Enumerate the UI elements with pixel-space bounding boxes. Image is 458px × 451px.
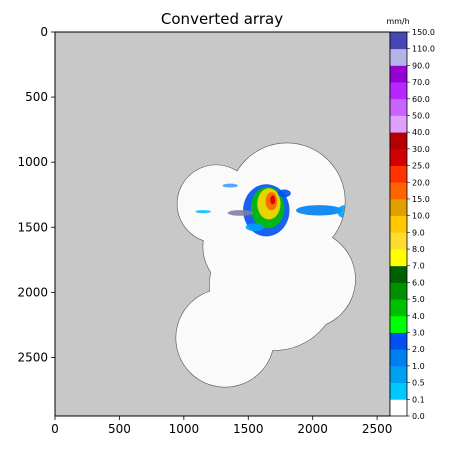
colorbar-unit-label: mm/h — [386, 17, 409, 26]
x-axis: 0 500 1000 1500 2000 2500 — [51, 416, 392, 436]
colorbar-tick-label: 10.0 — [412, 212, 430, 221]
precip-cell — [270, 195, 276, 205]
colorbar-swatch — [390, 365, 407, 384]
x-tick-label: 0 — [51, 422, 59, 436]
colorbar-swatch — [390, 148, 407, 166]
colorbar-tick-label: 9.0 — [412, 228, 425, 237]
colorbar-swatch — [390, 82, 407, 100]
precip-cell — [245, 223, 264, 232]
colorbar-frame — [389, 31, 408, 417]
precip-cell — [227, 210, 254, 216]
colorbar-tick-label: 0.0 — [412, 412, 425, 421]
plot-area — [54, 31, 391, 417]
colorbar-tick-label: 90.0 — [412, 61, 430, 70]
colorbar-swatch — [390, 349, 407, 367]
precip-layer — [195, 183, 353, 237]
y-tick-label: 1000 — [17, 155, 48, 169]
colorbar-tick-label: 4.0 — [412, 312, 425, 321]
y-axis: 0 500 1000 1500 2000 2500 — [17, 25, 55, 364]
precip-cell — [195, 210, 211, 214]
colorbar-tick-label: 6.0 — [412, 278, 425, 287]
colorbar-tick-label: 5.0 — [412, 295, 425, 304]
coverage-circle — [176, 288, 275, 387]
colorbar-tick-label: 50.0 — [412, 111, 430, 120]
colorbar-tick-label: 40.0 — [412, 128, 430, 137]
y-tick-label: 500 — [25, 90, 48, 104]
colorbar: mm/h 0.0 0.1 0.5 1.0 2.0 3.0 4.0 5.0 6.0 7.0 8.0 9.… — [386, 17, 435, 421]
colorbar-tick-label: 0.1 — [412, 395, 425, 404]
colorbar-swatch — [390, 315, 407, 333]
x-tick-label: 2000 — [297, 422, 328, 436]
colorbar-tick-label: 110.0 — [412, 45, 435, 54]
x-tick-label: 500 — [108, 422, 131, 436]
y-tick-label: 1500 — [17, 220, 48, 234]
colorbar-tick-label: 3.0 — [412, 329, 425, 338]
colorbar-swatch — [390, 182, 407, 200]
colorbar-tick-label: 60.0 — [412, 95, 430, 104]
x-tick-label: 1500 — [233, 422, 264, 436]
colorbar-swatch — [390, 48, 407, 66]
colorbar-tick-label: 25.0 — [412, 162, 430, 171]
colorbar-tick-label: 2.0 — [412, 345, 425, 354]
precip-cell — [295, 205, 343, 216]
y-tick-label: 2000 — [17, 285, 48, 299]
x-tick-label: 2500 — [362, 422, 393, 436]
colorbar-tick-label: 0.5 — [412, 379, 425, 388]
colorbar-swatch — [390, 249, 407, 267]
colorbar-swatch — [390, 98, 407, 116]
colorbar-swatch — [390, 332, 407, 350]
colorbar-swatch — [390, 399, 407, 417]
colorbar-tick-label: 15.0 — [412, 195, 430, 204]
chart-title: Converted array — [161, 10, 283, 28]
colorbar-swatch — [390, 299, 407, 317]
colorbar-tick-label: 70.0 — [412, 78, 430, 87]
colorbar-swatch — [390, 382, 407, 400]
colorbar-swatch — [390, 65, 407, 83]
colorbar-swatch — [390, 32, 407, 50]
colorbar-swatch — [390, 215, 407, 233]
colorbar-tick-label: 30.0 — [412, 145, 430, 154]
colorbar-swatch — [390, 132, 407, 150]
colorbar-swatch — [390, 198, 407, 217]
colorbar-tick-label: 1.0 — [412, 362, 425, 371]
colorbar-swatch — [390, 165, 407, 183]
colorbar-swatch — [390, 232, 407, 250]
colorbar-tick-label: 150.0 — [412, 28, 435, 37]
precip-cell — [277, 189, 291, 198]
y-tick-label: 2500 — [17, 350, 48, 364]
colorbar-swatch — [390, 265, 407, 283]
y-tick-label: 0 — [40, 25, 48, 39]
colorbar-tick-label: 20.0 — [412, 178, 430, 187]
colorbar-tick-label: 7.0 — [412, 262, 425, 271]
colorbar-swatch — [390, 115, 407, 133]
precip-cell — [222, 183, 238, 188]
colorbar-swatch — [390, 282, 407, 300]
x-tick-label: 1000 — [169, 422, 200, 436]
colorbar-tick-label: 8.0 — [412, 245, 425, 254]
